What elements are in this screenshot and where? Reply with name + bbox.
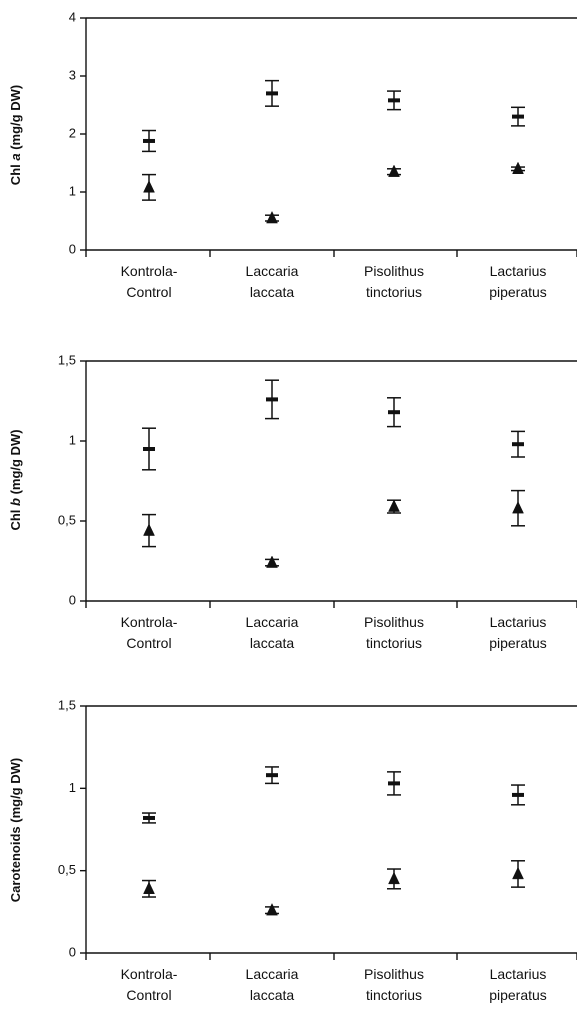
y-axis-label-part: Chl	[8, 161, 23, 186]
y-tick-label: 1	[69, 432, 76, 447]
chart-panel-2: 0 0,5 1 1,5 Kontrola- Control Laccaria laccata P…	[8, 352, 577, 651]
data-point-triangle	[388, 164, 400, 177]
data-point-dash	[143, 447, 155, 451]
data-point-dash	[512, 442, 524, 447]
x-tick-label: Laccaria laccata	[246, 263, 299, 300]
data-point-dash	[388, 98, 400, 103]
data-point-triangle	[266, 555, 278, 568]
x-tick-label-line: Control	[126, 635, 171, 651]
y-tick-label: 0	[69, 944, 76, 959]
y-axis-label-part: b	[8, 498, 23, 506]
x-tick-label-line: Control	[126, 987, 171, 1003]
chart-panel-1: 0 1 2 3 4 Kontrola- Control Laccaria laccata Piso…	[8, 9, 577, 300]
x-tick-label: Lactarius piperatus	[489, 263, 547, 300]
x-tick-label-line: Kontrola-	[121, 966, 178, 982]
x-tick-label-line: Pisolithus	[364, 263, 424, 279]
x-tick-label: Laccaria laccata	[246, 614, 299, 651]
x-tick-label: Kontrola- Control	[121, 966, 178, 1003]
x-tick-label-line: Control	[126, 284, 171, 300]
data-point-triangle	[512, 161, 524, 174]
x-tick-label: Kontrola- Control	[121, 614, 178, 651]
data-point-triangle	[266, 210, 278, 224]
x-tick-label-line: piperatus	[489, 987, 547, 1003]
x-tick-label: Lactarius piperatus	[489, 966, 547, 1003]
data-point-dash	[512, 792, 524, 797]
x-tick-label-line: Pisolithus	[364, 614, 424, 630]
x-tick-label-line: Laccaria	[246, 966, 299, 982]
y-axis-label-part: Carotenoids	[8, 826, 23, 902]
y-axis-label-part: (mg/g DW)	[8, 85, 23, 154]
x-tick-label: Kontrola- Control	[121, 263, 178, 300]
y-tick-label: 0	[69, 241, 76, 256]
y-axis-label-part: a	[8, 153, 23, 160]
y-axis-label: Chl b (mg/g DW)	[8, 429, 23, 530]
x-tick-label-line: piperatus	[489, 284, 547, 300]
y-tick-label: 3	[69, 67, 76, 82]
x-tick-label-line: Laccaria	[246, 263, 299, 279]
chart-panel-3: 0 0,5 1 1,5 Kontrola- Control Laccaria laccata P…	[8, 697, 577, 1003]
y-axis-label: Chl a (mg/g DW)	[8, 85, 23, 185]
y-tick-label: 0,5	[58, 862, 76, 877]
data-point-triangle	[143, 523, 155, 536]
y-axis-label-part: Chl	[8, 506, 23, 531]
y-tick-label: 1	[69, 183, 76, 198]
x-tick-label: Pisolithus tinctorius	[364, 263, 424, 300]
data-point-triangle	[388, 499, 400, 512]
data-point-dash	[388, 781, 400, 786]
y-tick-label: 0	[69, 592, 76, 607]
y-tick-label: 1	[69, 780, 76, 795]
x-tick-label-line: piperatus	[489, 635, 547, 651]
data-point-triangle	[143, 180, 155, 193]
x-tick-label-line: laccata	[250, 284, 295, 300]
x-tick-label-line: laccata	[250, 987, 295, 1003]
x-tick-label-line: tinctorius	[366, 635, 422, 651]
data-point-dash	[143, 815, 155, 820]
data-point-dash	[266, 91, 278, 96]
data-point-dash	[266, 773, 278, 778]
y-axis-label-part: (mg/g DW)	[8, 429, 23, 498]
x-tick-label-line: tinctorius	[366, 284, 422, 300]
x-tick-label: Laccaria laccata	[246, 966, 299, 1003]
y-tick-label: 1,5	[58, 697, 76, 712]
x-tick-label: Pisolithus tinctorius	[364, 966, 424, 1003]
data-point-dash	[143, 138, 155, 143]
x-tick-label-line: Pisolithus	[364, 966, 424, 982]
y-tick-label: 0,5	[58, 512, 76, 527]
x-tick-label-line: Lactarius	[490, 614, 547, 630]
x-tick-label-line: Lactarius	[490, 966, 547, 982]
y-axis-label-part: (mg/g DW)	[8, 758, 23, 827]
data-point-triangle	[512, 866, 524, 880]
data-point-triangle	[512, 501, 524, 514]
x-tick-label-line: Kontrola-	[121, 263, 178, 279]
data-point-triangle	[266, 903, 278, 916]
data-point-dash	[512, 114, 524, 119]
x-tick-label-line: Kontrola-	[121, 614, 178, 630]
x-tick-label-line: laccata	[250, 635, 295, 651]
data-point-dash	[266, 397, 278, 402]
x-tick-label: Pisolithus tinctorius	[364, 614, 424, 651]
y-tick-label: 1,5	[58, 352, 76, 367]
x-tick-label-line: Laccaria	[246, 614, 299, 630]
y-tick-label: 2	[69, 125, 76, 140]
x-tick-label-line: tinctorius	[366, 987, 422, 1003]
x-tick-label: Lactarius piperatus	[489, 614, 547, 651]
data-point-triangle	[388, 871, 400, 885]
data-point-dash	[388, 410, 400, 415]
x-tick-label-line: Lactarius	[490, 263, 547, 279]
data-point-triangle	[143, 881, 155, 894]
y-axis-label: Carotenoids (mg/g DW)	[8, 758, 23, 902]
y-tick-label: 4	[69, 9, 76, 24]
